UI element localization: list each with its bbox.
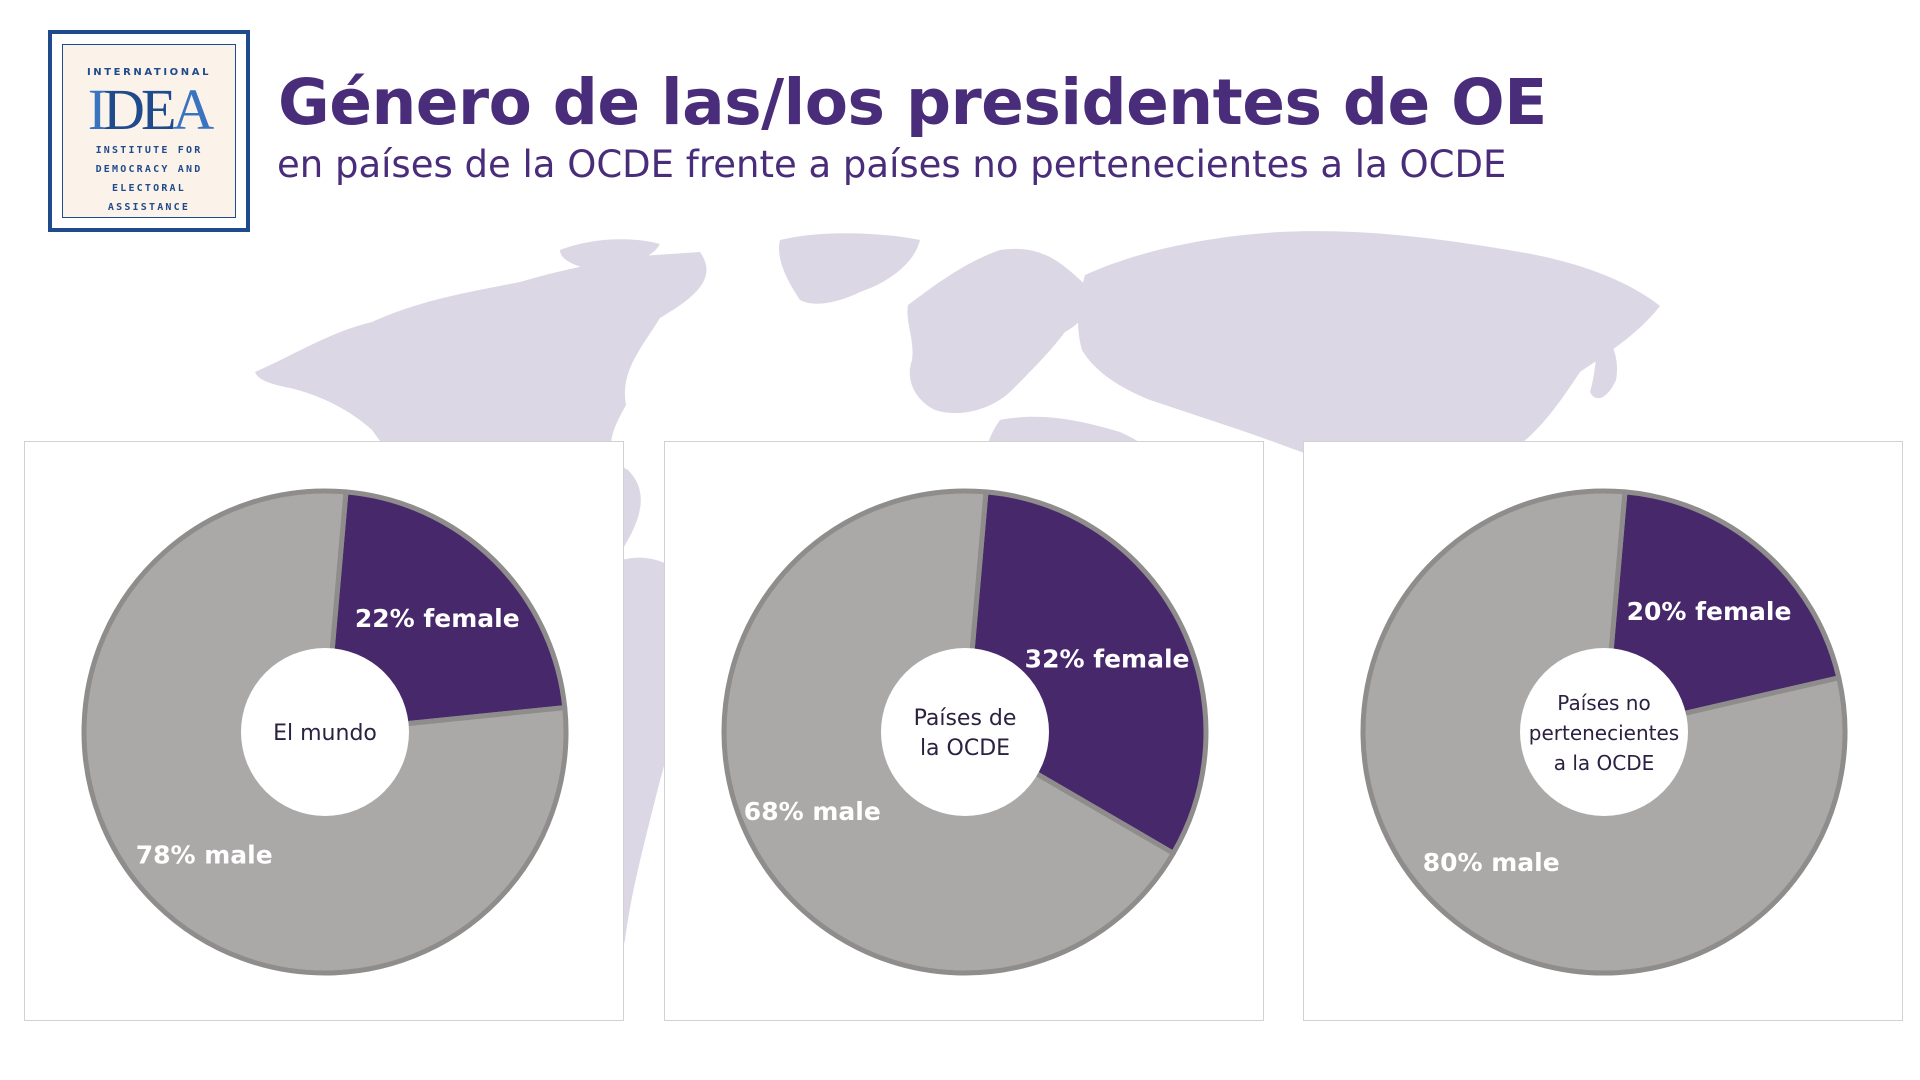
logo-line-4: ASSISTANCE [107,202,191,213]
center-label-line: la OCDE [920,736,1010,761]
donut-hole [241,648,409,816]
page-subtitle: en países de la OCDE frente a países no … [277,143,1507,186]
donut-hole [1520,648,1688,816]
center-label-line: pertenecientes [1529,721,1679,745]
chart-panel-world: 22% female 78% male El mundo [24,441,624,1021]
map-asia [1078,231,1660,500]
donut-chart-non-oecd: 20% female 80% male Países no perteneciente… [1360,488,1848,976]
logo-mark: IDEA [87,77,215,142]
donut-chart-world: 22% female 78% male El mundo [81,488,569,976]
data-label-male: 80% male [1423,848,1560,877]
logo-line-1: INSTITUTE FOR [95,145,203,156]
map-japan [1590,330,1618,399]
idea-logo: INTERNATIONAL IDEA INSTITUTE FOR DEMOCRA… [48,30,250,232]
map-europe [907,248,1091,414]
center-label-line: Países no [1557,691,1650,715]
map-greenland [779,233,920,304]
center-label-line: El mundo [273,721,377,746]
slice-female [322,489,568,735]
data-label-female: 22% female [355,604,520,633]
logo-line-2: DEMOCRACY AND [95,164,203,175]
logo-top-word: INTERNATIONAL [86,67,212,78]
center-label-line: a la OCDE [1554,751,1655,775]
center-label-line: Países de [914,706,1017,731]
data-label-female: 32% female [1025,644,1190,673]
donut-chart-oecd: 32% female 68% male Países de la OCDE [721,488,1209,976]
data-label-male: 68% male [744,797,881,826]
page-title: Género de las/los presidentes de OE [278,66,1547,139]
chart-panel-non-oecd: 20% female 80% male Países no perteneciente… [1303,441,1903,1021]
chart-panel-oecd: 32% female 68% male Países de la OCDE [664,441,1264,1021]
logo-line-3: ELECTORAL [112,183,186,194]
data-label-female: 20% female [1627,597,1792,626]
map-arctic-islands [560,239,660,269]
data-label-male: 78% male [136,841,273,870]
donut-hole [881,648,1049,816]
